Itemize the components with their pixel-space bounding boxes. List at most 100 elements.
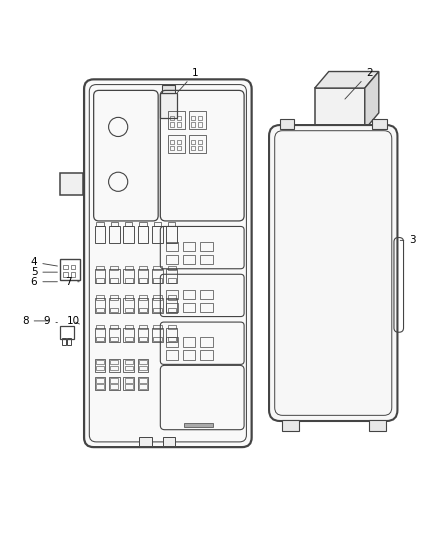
Bar [153, 278, 162, 282]
Bar [124, 366, 133, 370]
Bar [139, 295, 147, 300]
Text: 5: 5 [31, 267, 57, 277]
Bar [152, 227, 163, 243]
Bar [96, 222, 104, 227]
Bar [170, 116, 174, 120]
FancyBboxPatch shape [84, 79, 252, 447]
Bar [168, 111, 185, 129]
Bar [170, 146, 174, 150]
Bar [125, 222, 132, 227]
Bar [152, 327, 163, 342]
Bar [139, 337, 147, 342]
Bar [191, 146, 195, 150]
Bar [139, 308, 147, 312]
Bar [110, 360, 118, 365]
Bar [63, 272, 67, 277]
Text: 8: 8 [22, 316, 49, 326]
Bar [168, 325, 176, 329]
Bar [139, 378, 147, 383]
Bar [191, 140, 195, 144]
Bar [139, 222, 147, 227]
Bar [198, 122, 202, 126]
Bar [71, 264, 75, 269]
Bar [111, 222, 118, 227]
Text: 10: 10 [67, 316, 80, 326]
Bar [166, 337, 178, 347]
Bar [96, 308, 104, 312]
Bar [198, 146, 202, 150]
Bar [166, 242, 178, 252]
Bar [200, 303, 212, 312]
Bar [60, 259, 80, 280]
Bar [162, 85, 175, 93]
Bar [96, 266, 104, 270]
Bar [168, 295, 176, 300]
Bar [62, 338, 66, 345]
Bar [166, 327, 177, 342]
Bar [200, 242, 212, 252]
Bar [139, 437, 152, 446]
Polygon shape [315, 71, 379, 88]
Bar [96, 325, 104, 329]
Bar [154, 222, 161, 227]
Bar [96, 278, 104, 282]
Bar [177, 122, 181, 126]
Bar [110, 308, 118, 312]
Bar [168, 337, 176, 342]
Bar [315, 88, 365, 130]
Bar [123, 359, 134, 372]
FancyBboxPatch shape [269, 125, 397, 421]
Bar [110, 325, 118, 329]
Bar [95, 298, 106, 313]
Bar [198, 116, 202, 120]
Bar [96, 384, 104, 389]
Bar [109, 359, 120, 372]
Bar [95, 269, 106, 284]
Bar [177, 146, 181, 150]
Bar [200, 255, 212, 264]
Bar [123, 327, 134, 342]
Bar [139, 325, 147, 329]
Text: 3: 3 [400, 236, 416, 245]
Bar [123, 227, 134, 243]
Text: 1: 1 [177, 68, 198, 93]
Bar [124, 384, 133, 389]
Bar [177, 116, 181, 120]
Bar [139, 278, 147, 282]
Bar [177, 140, 181, 144]
Bar [123, 298, 134, 313]
Bar [153, 337, 162, 342]
Bar [166, 298, 177, 313]
Bar [280, 119, 294, 128]
Bar [110, 266, 118, 270]
Bar [166, 303, 178, 312]
Bar [200, 289, 212, 299]
Bar [152, 298, 163, 313]
Bar [153, 266, 162, 270]
Bar [191, 116, 195, 120]
Bar [60, 173, 83, 195]
Bar [138, 298, 148, 313]
Bar [168, 135, 185, 153]
Bar [184, 423, 213, 427]
Bar [139, 360, 147, 365]
Bar [138, 377, 148, 390]
Bar [124, 278, 133, 282]
Bar [124, 308, 133, 312]
Text: 4: 4 [31, 257, 57, 267]
Bar [110, 295, 118, 300]
Bar [369, 420, 386, 431]
Bar [96, 366, 104, 370]
Bar [166, 227, 177, 243]
Bar [95, 359, 106, 372]
Bar [110, 366, 118, 370]
Bar [163, 437, 175, 446]
Bar [183, 242, 195, 252]
Bar [372, 119, 387, 128]
Bar [153, 308, 162, 312]
Bar [166, 255, 178, 264]
Bar [153, 295, 162, 300]
Bar [138, 269, 148, 284]
Bar [189, 111, 205, 129]
Text: 7: 7 [66, 277, 79, 287]
